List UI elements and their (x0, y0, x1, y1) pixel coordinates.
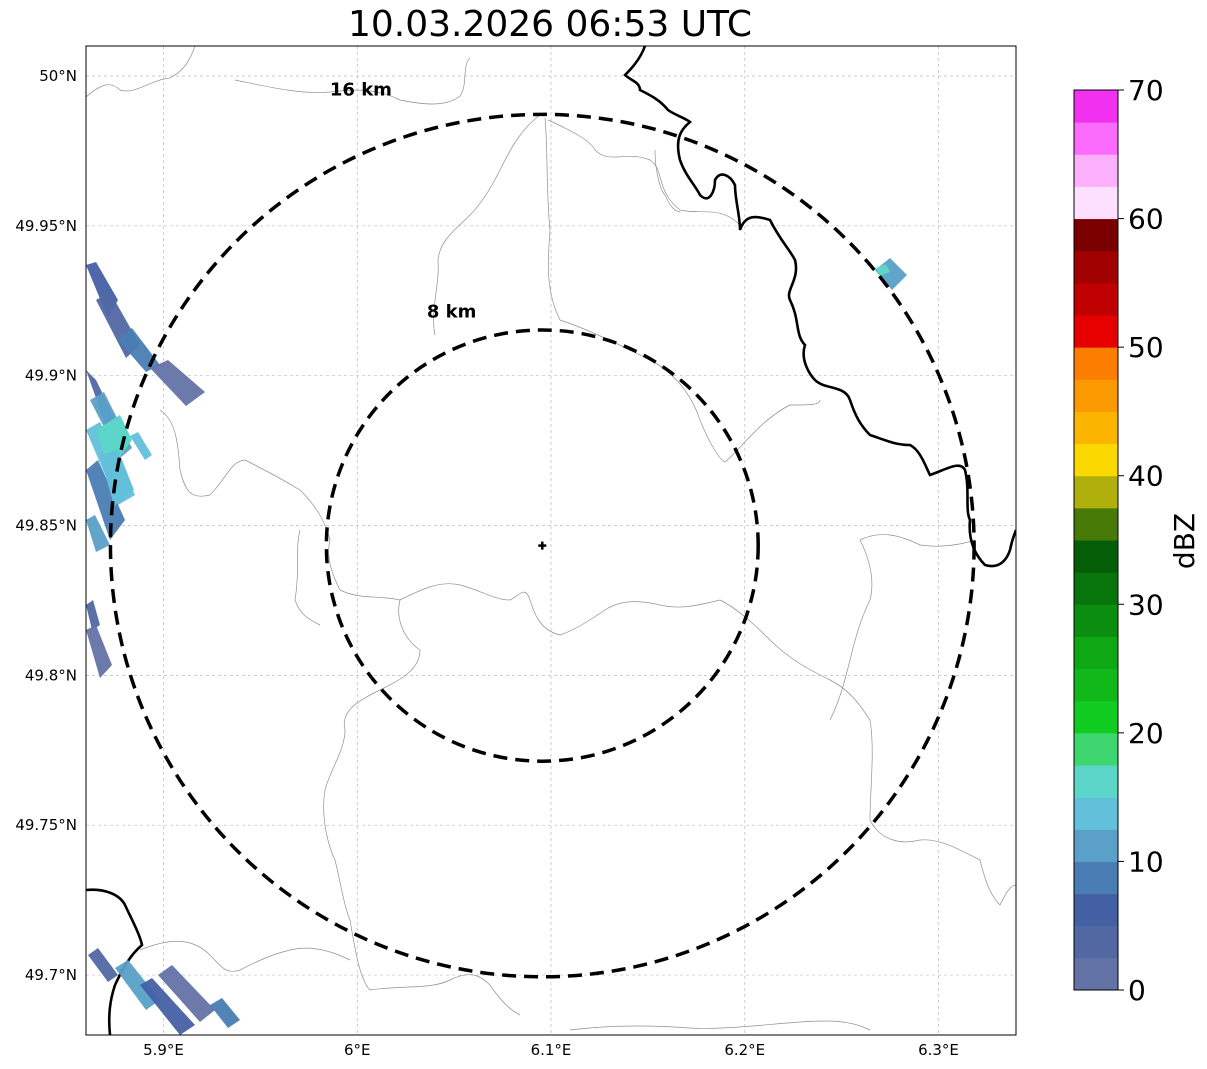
colorbar-ticks: 0 10 20 30 40 50 60 70 (1118, 74, 1164, 1007)
colorbar-tick-label: 10 (1128, 845, 1164, 878)
longitude-tick-label: 5.9°E (143, 1041, 184, 1059)
colorbar-segment (1074, 475, 1118, 509)
echo-cell (86, 600, 100, 630)
colorbar-segment (1074, 861, 1118, 895)
boundary-line (433, 114, 541, 336)
longitude-labels: 5.9°E 6°E 6.1°E 6.2°E 6.3°E (143, 1041, 959, 1059)
boundary-line (544, 117, 561, 321)
echo-cell (158, 965, 215, 1022)
border-line (623, 46, 1016, 568)
boundary-line (859, 534, 976, 547)
colorbar-segment (1074, 122, 1118, 155)
colorbar-tick-label: 30 (1128, 588, 1164, 621)
colorbar-segment (1074, 829, 1118, 862)
colorbar-segment (1074, 411, 1118, 445)
colorbar-tick-label: 40 (1128, 460, 1164, 493)
latitude-tick-label: 49.9°N (25, 367, 77, 385)
colorbar-segment (1074, 282, 1118, 316)
colorbar-segment (1074, 443, 1118, 477)
echo-cell (115, 960, 160, 1010)
longitude-tick-label: 6.1°E (531, 1041, 572, 1059)
colorbar-tick-label: 50 (1128, 331, 1164, 364)
colorbar-tick-label: 60 (1128, 203, 1164, 236)
longitude-tick-label: 6.2°E (724, 1041, 765, 1059)
colorbar-frame (1073, 89, 1119, 991)
colorbar-segment (1074, 636, 1118, 670)
map-frame (85, 45, 1017, 1036)
radar-echoes (86, 258, 907, 1035)
boundary-line (139, 941, 351, 972)
echo-cell (86, 460, 125, 540)
latitude-tick-label: 49.8°N (25, 666, 77, 684)
boundary-line (159, 409, 331, 541)
boundary-line (323, 599, 521, 1016)
boundary-line (569, 1020, 871, 1031)
echo-cell (130, 432, 152, 460)
boundary-line (547, 119, 741, 226)
municipal-boundaries (86, 46, 1016, 1031)
range-ring-label: 8 km (427, 302, 477, 323)
colorbar-segment (1074, 604, 1118, 637)
latitude-tick-label: 49.7°N (25, 966, 77, 984)
colorbar-segment (1074, 765, 1118, 798)
boundary-line (234, 57, 471, 105)
echo-cell (210, 998, 240, 1028)
colorbar-segment (1074, 797, 1118, 830)
colorbar-label: dBZ (1168, 513, 1201, 569)
colorbar-segment (1074, 154, 1118, 187)
colorbar-segment (1074, 186, 1118, 220)
colorbar-segment (1074, 218, 1118, 252)
echo-cell (150, 360, 205, 406)
echo-cell (140, 978, 195, 1035)
echo-cell (876, 264, 890, 276)
colorbar-tick-label: 20 (1128, 717, 1164, 750)
longitude-tick-label: 6.3°E (918, 1041, 959, 1059)
chart-title: 10.03.2026 06:53 UTC (347, 4, 753, 45)
echo-cell (100, 450, 134, 506)
latitude-tick-label: 50°N (39, 67, 77, 85)
range-rings: 8 km 16 km (108, 79, 976, 979)
colorbar-segment (1074, 893, 1118, 927)
colorbar-segment (1074, 90, 1118, 123)
boundary-line (829, 539, 873, 721)
colorbar-segment (1074, 925, 1118, 959)
boundary-line (328, 539, 721, 636)
colorbar-tick-label: 0 (1128, 974, 1146, 1007)
graticule (86, 46, 1016, 1035)
longitude-tick-label: 6°E (344, 1041, 371, 1059)
colorbar-segment (1074, 668, 1118, 702)
colorbar-segment (1074, 540, 1118, 573)
echo-cell (118, 328, 160, 372)
colorbar-segment (1074, 732, 1118, 766)
latitude-tick-label: 49.85°N (15, 517, 77, 535)
border-line (86, 888, 144, 1035)
range-ring-16km (108, 112, 976, 979)
latitude-tick-label: 49.75°N (15, 816, 77, 834)
colorbar-segment (1074, 507, 1118, 541)
echo-cell (96, 415, 132, 470)
latitude-labels: 50°N 49.95°N 49.9°N 49.85°N 49.8°N 49.75°N 49.… (15, 67, 77, 984)
boundary-line (86, 46, 196, 98)
colorbar-segment (1074, 572, 1118, 605)
colorbar (1073, 89, 1119, 991)
colorbar-segment (1074, 700, 1118, 734)
range-ring-8km (324, 328, 760, 763)
colorbar-tick-label: 70 (1128, 74, 1164, 107)
colorbar-segment (1074, 347, 1118, 380)
boundary-line (294, 529, 321, 626)
boundary-line (719, 599, 1016, 906)
colorbar-segment (1074, 315, 1118, 348)
range-ring-label: 16 km (330, 79, 392, 100)
national-border (86, 46, 1016, 1035)
colorbar-segment (1074, 250, 1118, 284)
echo-cell (88, 948, 118, 982)
colorbar-segment (1074, 379, 1118, 412)
echo-cell (86, 515, 110, 552)
latitude-tick-label: 49.95°N (15, 217, 77, 235)
radar-site-marker (538, 541, 547, 550)
echo-cell (86, 625, 112, 678)
boundary-line (654, 149, 681, 213)
colorbar-segment (1074, 957, 1118, 991)
